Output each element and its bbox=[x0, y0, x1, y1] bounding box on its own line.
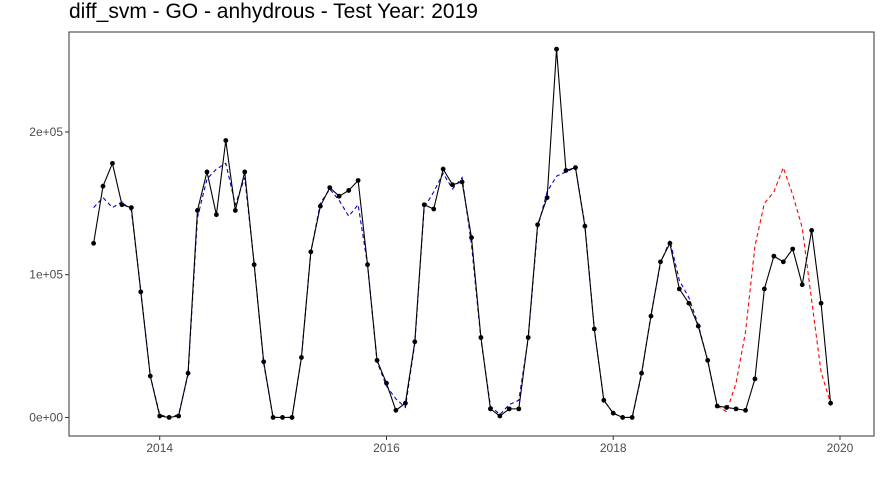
actual-data-point bbox=[128, 205, 134, 210]
x-tick-label: 2016 bbox=[373, 441, 400, 455]
actual-data-point bbox=[185, 370, 191, 376]
y-tick-label: 2e+05 bbox=[29, 125, 63, 139]
actual-data-point bbox=[497, 413, 503, 419]
actual-data-point bbox=[251, 262, 257, 268]
actual-data-point bbox=[336, 193, 342, 199]
actual-data-point bbox=[648, 313, 654, 319]
actual-data-point bbox=[232, 208, 238, 213]
actual-data-point bbox=[686, 300, 692, 306]
actual-data-point bbox=[488, 406, 493, 412]
chart-title: diff_svm - GO - anhydrous - Test Year: 2… bbox=[69, 0, 478, 23]
actual-data-point bbox=[573, 165, 578, 171]
series-layer bbox=[91, 46, 833, 420]
actual-data-point bbox=[506, 406, 512, 412]
y-tick-label: 0e+00 bbox=[29, 410, 63, 424]
actual-data-point bbox=[147, 373, 153, 379]
actual-data-point bbox=[563, 168, 569, 173]
actual-data-point bbox=[327, 185, 333, 191]
actual-data-point bbox=[195, 208, 200, 213]
actual-data-point bbox=[270, 415, 276, 420]
actual-data-point bbox=[365, 262, 370, 268]
actual-data-point bbox=[374, 357, 380, 363]
actual-data-point bbox=[535, 222, 540, 228]
actual-data-point bbox=[478, 335, 484, 340]
actual-data-point bbox=[601, 397, 607, 403]
actual-data-point bbox=[403, 400, 408, 406]
actual-data-point bbox=[440, 166, 446, 172]
x-axis: 2014 2016 2018 2020 bbox=[146, 436, 854, 455]
y-tick-label: 1e+05 bbox=[29, 268, 63, 282]
actual-data-point bbox=[733, 406, 739, 412]
actual-data-point bbox=[714, 403, 720, 409]
actual-data-point bbox=[421, 202, 427, 208]
actual-data-point bbox=[261, 359, 267, 365]
actual-data-point bbox=[431, 206, 437, 212]
actual-data-point bbox=[695, 323, 701, 329]
actual-data-point bbox=[204, 169, 210, 175]
actual-data-point bbox=[771, 253, 777, 259]
actual-data-point bbox=[166, 415, 172, 420]
actual-data-point bbox=[799, 282, 805, 288]
forecast-series-line bbox=[716, 166, 832, 413]
x-tick-label: 2020 bbox=[827, 441, 854, 455]
actual-data-point bbox=[450, 182, 455, 188]
actual-data-point bbox=[582, 223, 588, 229]
actual-data-point bbox=[384, 380, 389, 386]
actual-data-point bbox=[242, 169, 248, 175]
actual-data-point bbox=[544, 195, 550, 201]
actual-data-point bbox=[752, 376, 758, 382]
actual-data-point bbox=[412, 339, 418, 345]
actual-data-point bbox=[100, 183, 106, 189]
actual-data-point bbox=[469, 235, 474, 240]
actual-data-point bbox=[610, 410, 616, 416]
actual-data-point bbox=[459, 179, 465, 185]
actual-data-point bbox=[119, 202, 125, 208]
actual-data-point bbox=[629, 415, 635, 420]
y-axis: 0e+00 1e+05 2e+05 bbox=[29, 125, 69, 424]
actual-data-point bbox=[591, 326, 597, 332]
fitted-series-line bbox=[93, 162, 718, 419]
actual-data-point bbox=[299, 355, 304, 360]
actual-data-point bbox=[818, 300, 824, 306]
actual-data-point bbox=[554, 46, 559, 52]
actual-data-point bbox=[289, 415, 295, 420]
actual-data-point bbox=[743, 407, 748, 413]
x-tick-label: 2018 bbox=[600, 441, 627, 455]
actual-data-point bbox=[828, 400, 833, 406]
actual-data-point bbox=[676, 286, 682, 292]
actual-data-point bbox=[355, 178, 361, 183]
actual-data-point bbox=[91, 240, 96, 246]
actual-data-point bbox=[346, 188, 352, 193]
actual-data-point bbox=[724, 405, 730, 410]
actual-data-point bbox=[809, 228, 815, 233]
actual-data-point bbox=[280, 415, 285, 420]
actual-data-point bbox=[317, 203, 323, 209]
actual-data-point bbox=[110, 160, 115, 166]
actual-data-point bbox=[620, 415, 626, 420]
actual-data-point bbox=[705, 357, 711, 363]
actual-data-point bbox=[667, 240, 673, 246]
plot-panel-border bbox=[68, 31, 875, 437]
actual-data-point bbox=[213, 212, 219, 218]
actual-data-point bbox=[780, 259, 786, 265]
x-tick-label: 2014 bbox=[146, 441, 173, 455]
actual-data-point bbox=[525, 335, 531, 340]
actual-data-point bbox=[658, 259, 663, 265]
actual-data-point bbox=[790, 246, 796, 252]
actual-series-line bbox=[93, 49, 832, 418]
actual-data-point bbox=[761, 286, 767, 292]
actual-data-point bbox=[308, 249, 314, 255]
actual-data-point bbox=[176, 413, 182, 419]
actual-data-point bbox=[516, 406, 522, 412]
actual-data-point bbox=[223, 138, 229, 143]
actual-data-point bbox=[639, 370, 644, 376]
actual-data-point bbox=[393, 407, 399, 413]
actual-data-point bbox=[138, 289, 144, 295]
actual-data-point bbox=[157, 413, 163, 419]
